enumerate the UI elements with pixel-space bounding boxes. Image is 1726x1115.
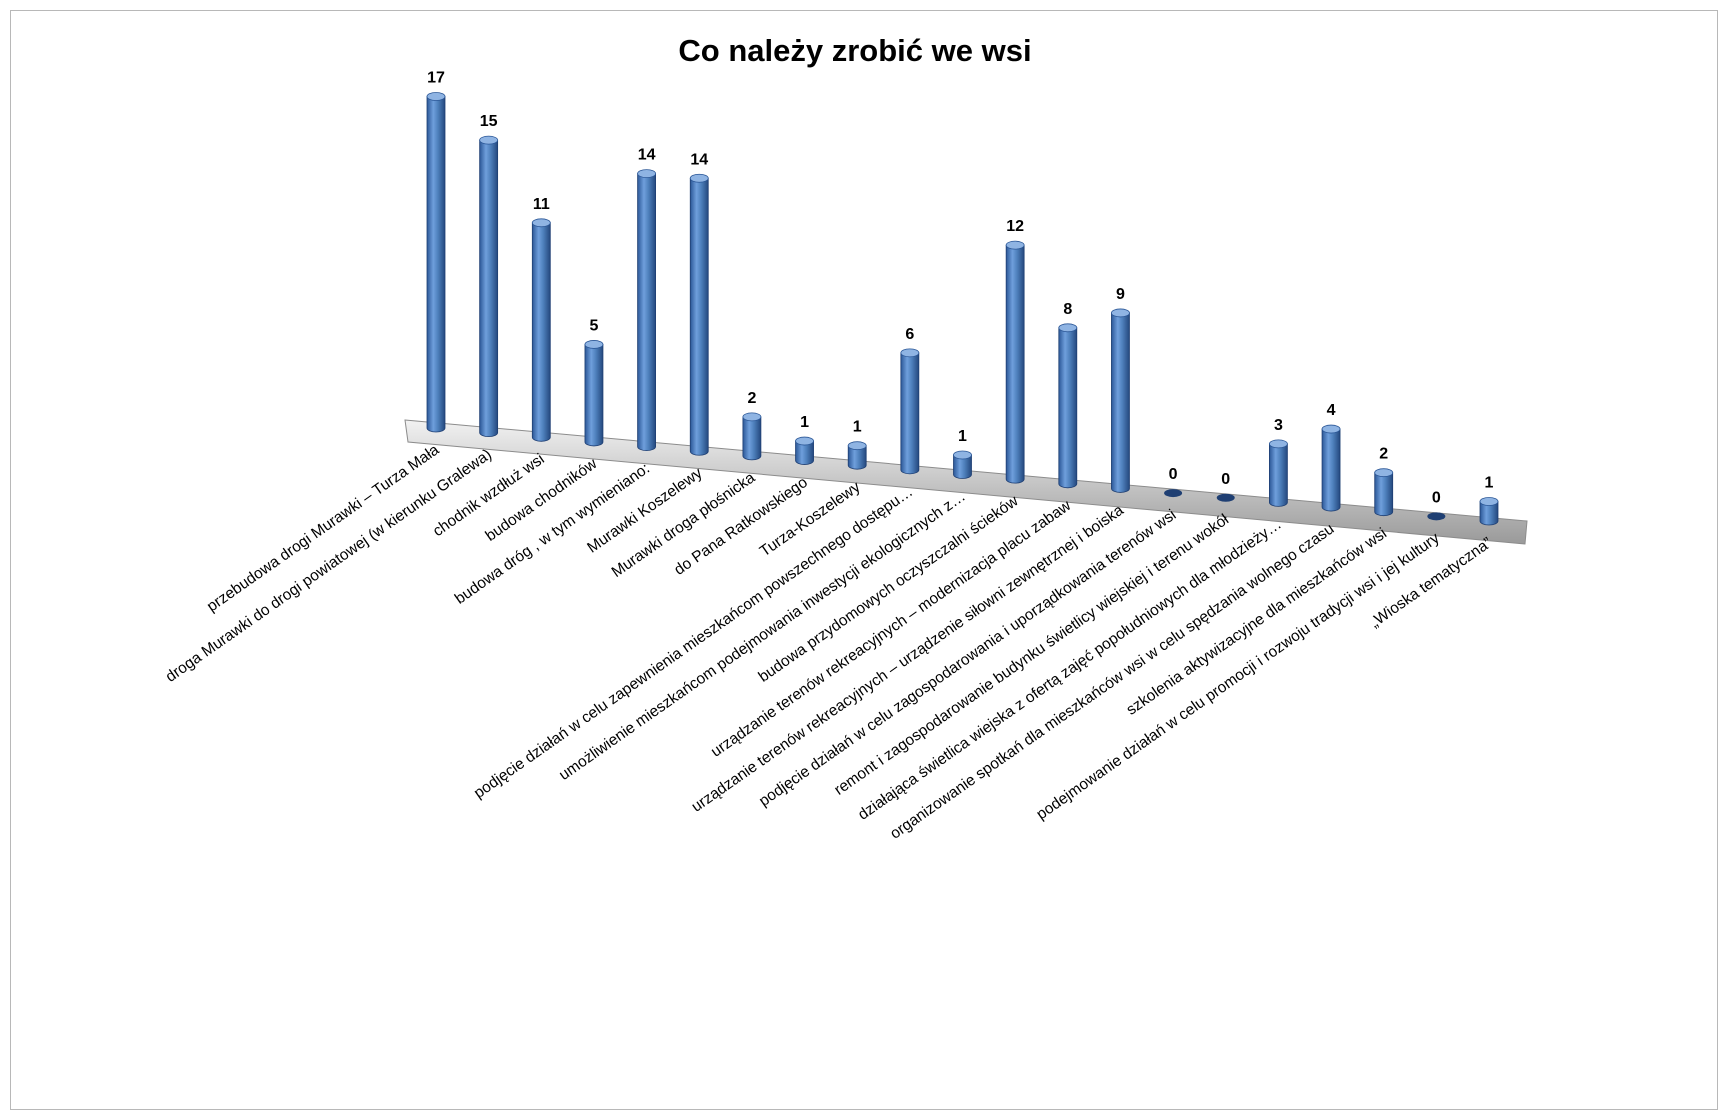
chart-floor (404, 419, 1528, 545)
bar-top (1058, 323, 1078, 333)
bar (1374, 468, 1394, 517)
value-label: 6 (905, 326, 914, 343)
value-label: 3 (1274, 417, 1283, 434)
bar-body (1321, 428, 1341, 512)
chart-floor-plane (404, 419, 1528, 545)
bar (426, 92, 446, 433)
bar (1058, 323, 1078, 489)
value-label: 17 (427, 70, 445, 87)
value-label: 4 (1327, 402, 1336, 419)
bar (1479, 497, 1499, 526)
chart-frame: Co należy zrobić we wsi 17 15 11 5 14 14 2 1 1 6 1… (10, 10, 1718, 1110)
bar (900, 348, 920, 475)
bar-body (1111, 312, 1130, 493)
category-label: Turza-Koszelewy (757, 478, 864, 560)
bar-top (1374, 468, 1394, 478)
value-label: 15 (480, 113, 498, 130)
bar (742, 412, 762, 461)
bar-top (1479, 497, 1499, 506)
bar-body (742, 416, 762, 461)
value-label: 1 (1485, 475, 1494, 492)
value-label: 2 (747, 390, 756, 407)
bar-top (953, 450, 972, 460)
bar-body (900, 352, 920, 475)
bar-top (479, 135, 499, 145)
bar (637, 169, 656, 451)
bar-top (689, 173, 709, 183)
bars-group (426, 92, 1499, 526)
bar-body (847, 445, 867, 470)
bar-body (531, 222, 551, 442)
bar-body (689, 177, 709, 456)
value-label: 9 (1116, 286, 1125, 303)
category-label: przebudowa drogi Murawki – Turza Mała (204, 441, 443, 615)
bar-zero-disk (1216, 493, 1235, 502)
bar (1427, 512, 1446, 521)
bar-top (742, 412, 762, 422)
value-label: 0 (1169, 466, 1178, 483)
value-label: 8 (1063, 301, 1072, 318)
bar (953, 450, 972, 479)
bar (689, 173, 709, 456)
bar (847, 441, 867, 470)
value-label: 1 (800, 414, 809, 431)
value-label: 0 (1221, 471, 1230, 488)
bar (531, 218, 551, 442)
category-label: urządzanie terenów rekreacyjnych – urząd… (689, 502, 1127, 816)
bar-body (426, 96, 446, 433)
value-label: 1 (853, 419, 862, 436)
bar-zero-disk (1427, 512, 1446, 521)
bar-top (900, 348, 920, 358)
chart-title: Co należy zrobić we wsi (678, 33, 1031, 68)
value-label: 5 (589, 317, 598, 334)
value-label: 11 (533, 196, 550, 213)
bar-top (795, 436, 814, 446)
bar-top (531, 218, 551, 228)
bar-body (479, 139, 499, 438)
bar (1321, 424, 1341, 512)
bar (479, 135, 499, 438)
bar-top (584, 340, 604, 349)
bar (1111, 308, 1130, 493)
bar (1164, 489, 1183, 498)
bar (795, 436, 814, 465)
bar-body (953, 454, 972, 479)
bar (1005, 240, 1025, 484)
category-label: droga Murawki do drogi powiatowej (w kie… (163, 446, 495, 686)
bar-top (426, 92, 446, 101)
bar-body (1269, 443, 1288, 507)
bar (1269, 439, 1288, 507)
value-label: 14 (690, 151, 708, 168)
category-label: organizowanie spotkań dla mieszkańców ws… (887, 520, 1337, 842)
bar-body (1005, 244, 1025, 484)
category-label: podjęcie działań w celu zapewnienia mies… (471, 483, 916, 802)
bar-body (1479, 501, 1499, 526)
value-label: 12 (1006, 218, 1024, 235)
bar (584, 340, 604, 447)
bar-body (1058, 327, 1078, 489)
bar-body (637, 173, 656, 451)
bar (1216, 493, 1235, 502)
bar-top (637, 169, 656, 179)
bar-top (847, 441, 867, 451)
bar-body (584, 344, 604, 447)
bar-top (1005, 240, 1025, 250)
value-label: 2 (1379, 446, 1388, 463)
bar-body (795, 440, 814, 465)
bar-zero-disk (1164, 489, 1183, 498)
bar-top (1111, 308, 1130, 318)
value-label: 14 (638, 147, 656, 164)
value-label: 1 (958, 428, 967, 445)
bar-top (1269, 439, 1288, 449)
bar-top (1321, 424, 1341, 434)
value-label: 0 (1432, 489, 1441, 506)
bar-body (1374, 472, 1394, 517)
